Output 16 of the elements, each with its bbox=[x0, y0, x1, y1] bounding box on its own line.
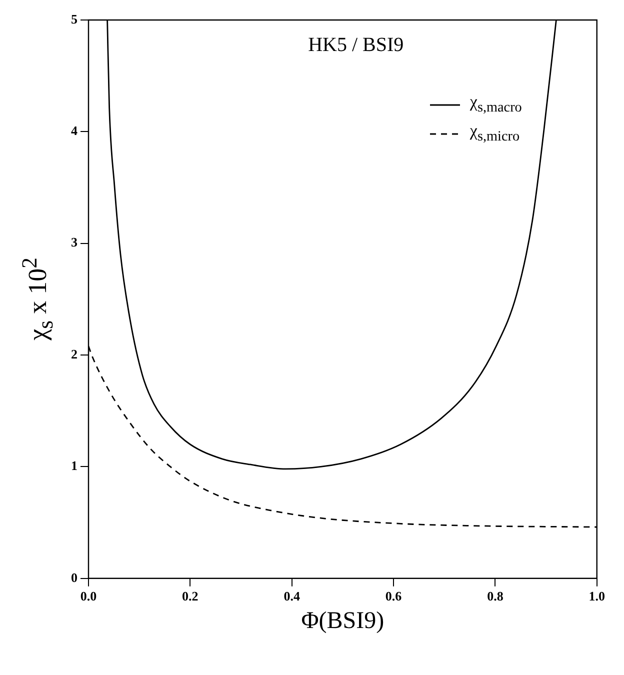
x-tick-label: 0.0 bbox=[80, 588, 97, 604]
y-tick-label: 2 bbox=[71, 346, 78, 362]
y-tick-label: 3 bbox=[71, 234, 78, 250]
text: HK5 / BSI9 bbox=[308, 34, 404, 57]
legend-label: χ$_{s,micro}$ bbox=[470, 120, 520, 147]
x-axis-title: Φ(BSI9) bbox=[300, 608, 386, 636]
x-tick-label: 0.2 bbox=[182, 588, 198, 604]
x-tick-label: 0.4 bbox=[284, 588, 300, 604]
x-tick-label: 1.0 bbox=[588, 588, 605, 604]
y-tick-label: 1 bbox=[71, 458, 78, 474]
y-tick-label: 0 bbox=[71, 570, 78, 585]
y-tick-label: 4 bbox=[71, 123, 78, 138]
x-tick-label: 0.6 bbox=[385, 588, 402, 604]
legend-label: χ$_{s,macro}$ bbox=[470, 91, 522, 118]
y-tick-label: 5 bbox=[71, 11, 78, 26]
x-tick-label: 0.8 bbox=[487, 588, 504, 604]
